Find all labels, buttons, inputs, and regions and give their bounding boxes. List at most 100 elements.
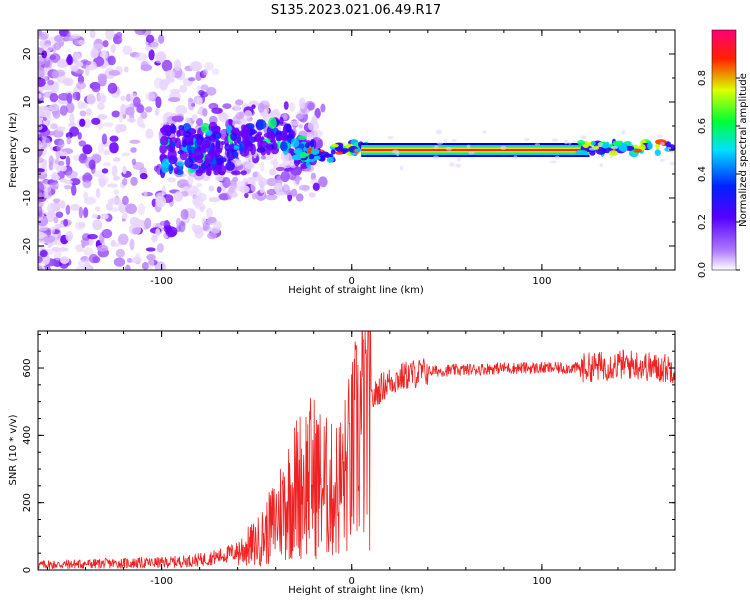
- heatmap-cell: [85, 107, 92, 116]
- heatmap-cell: [313, 130, 323, 138]
- heatmap-cell: [115, 248, 125, 258]
- heatmap-cell: [59, 105, 68, 116]
- heatmap-cell: [280, 170, 290, 183]
- colorbar-tick-label: 0.8: [697, 70, 708, 86]
- heatmap-cell: [48, 182, 60, 189]
- heatmap-cell: [448, 162, 455, 167]
- heatmap-cell: [85, 174, 93, 181]
- heatmap-cell: [297, 135, 307, 141]
- heatmap-cell: [62, 77, 74, 87]
- heatmap-cell: [231, 170, 241, 176]
- heatmap-cell: [134, 30, 147, 36]
- heatmap-cell: [38, 231, 45, 240]
- heatmap-cell: [88, 253, 99, 264]
- heatmap-cell: [64, 184, 72, 190]
- heatmap-cell: [43, 43, 53, 52]
- heatmap-cell: [222, 103, 232, 110]
- heatmap-cell: [399, 165, 404, 171]
- heatmap-cell: [79, 118, 86, 127]
- heatmap-cell: [289, 102, 296, 113]
- heatmap-cell: [48, 155, 54, 167]
- snr-frame: [37, 330, 676, 571]
- heatmap-cell: [287, 168, 297, 181]
- heatmap-cell: [155, 228, 161, 237]
- heatmap-cell: [43, 68, 48, 76]
- heatmap-cell: [78, 206, 84, 219]
- heatmap-cell: [619, 145, 628, 152]
- x-tick-label: -100: [150, 576, 173, 587]
- heatmap-cell: [78, 140, 86, 147]
- heatmap-cell: [111, 242, 122, 247]
- heatmap-cell: [130, 147, 137, 153]
- heatmap-cell: [79, 110, 87, 117]
- heatmap-cell: [47, 79, 55, 86]
- heatmap-cell: [295, 113, 304, 120]
- heatmap-cell: [211, 68, 220, 76]
- heatmap-cell: [205, 207, 213, 219]
- heatmap-cell: [69, 177, 81, 186]
- heatmap-cell: [83, 191, 89, 201]
- heatmap-cell: [226, 148, 236, 161]
- heatmap-cell: [205, 130, 213, 136]
- heatmap-cell: [590, 140, 596, 146]
- colorbar-gradient: [711, 29, 737, 271]
- y-tick-label: 200: [22, 493, 33, 512]
- heatmap-cell: [77, 132, 82, 140]
- heatmap-cell: [257, 119, 267, 130]
- heatmap-cell: [194, 203, 206, 210]
- heatmap-cell: [275, 166, 285, 172]
- heatmap-cell: [113, 189, 120, 195]
- heatmap-cell: [228, 118, 233, 126]
- heatmap-cell: [311, 115, 318, 125]
- heatmap-cell: [91, 117, 101, 125]
- heatmap-cell: [257, 131, 263, 136]
- heatmap-cell: [318, 176, 328, 188]
- heatmap-cell: [320, 103, 326, 113]
- colorbar-tick-label: 0.0: [697, 262, 708, 278]
- heatmap-cell: [42, 116, 47, 121]
- heatmap-cell: [121, 152, 131, 157]
- heatmap-cell: [597, 142, 603, 148]
- y-tick-label: -20: [22, 238, 33, 254]
- heatmap-cell: [200, 84, 209, 91]
- heatmap-cell: [123, 66, 129, 73]
- heatmap-cell: [599, 163, 604, 168]
- heatmap-cell: [314, 108, 321, 119]
- heatmap-cell: [122, 195, 129, 206]
- heatmap-cell: [273, 184, 280, 193]
- heatmap-cell: [159, 220, 171, 227]
- heatmap-cell: [232, 120, 242, 125]
- heatmap-cell: [195, 168, 206, 174]
- heatmap-cell: [280, 136, 288, 141]
- heatmap-cell: [92, 43, 103, 50]
- heatmap-cell: [200, 91, 209, 98]
- heatmap-cell: [326, 156, 334, 163]
- heatmap-cell: [187, 173, 194, 186]
- heatmap-cell: [112, 157, 121, 162]
- heatmap-cell: [564, 139, 569, 145]
- snr-ylabel: SNR (10 * v/v): [8, 414, 19, 485]
- heatmap-cell: [59, 256, 70, 265]
- heatmap-cell: [54, 159, 59, 165]
- heatmap-cell: [250, 181, 257, 192]
- heatmap-cell: [669, 161, 675, 166]
- spectrogram-xlabel: Height of straight line (km): [288, 285, 424, 296]
- heatmap-cell: [124, 264, 131, 270]
- snr-series-line: [38, 331, 675, 570]
- heatmap-cell: [181, 139, 187, 148]
- heatmap-cell: [131, 158, 137, 166]
- heatmap-cell: [239, 141, 244, 153]
- heatmap-cell: [195, 118, 204, 126]
- heatmap-cell: [38, 265, 43, 270]
- heatmap-cell: [170, 76, 175, 83]
- heatmap-cell: [52, 108, 61, 119]
- heatmap-cell: [122, 45, 133, 55]
- heatmap-cell: [168, 97, 181, 103]
- heatmap-cell: [125, 203, 137, 215]
- heatmap-cell: [524, 137, 530, 142]
- heatmap-cell: [69, 126, 80, 137]
- x-tick-label: 0: [349, 576, 355, 587]
- heatmap-cell: [53, 249, 62, 261]
- y-tick-label: 400: [22, 426, 33, 445]
- heatmap-cell: [283, 101, 289, 110]
